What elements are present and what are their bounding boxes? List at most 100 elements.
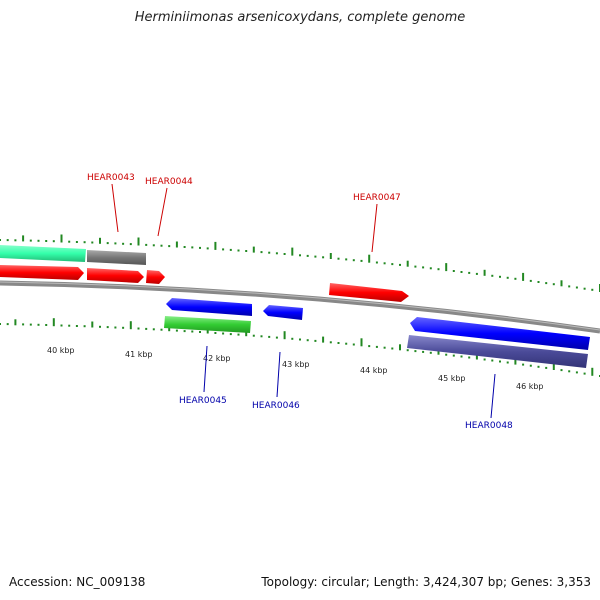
- tick-mark: [406, 260, 409, 267]
- tick-mark: [360, 338, 363, 347]
- tick-mark: [314, 255, 317, 258]
- gene-hear0043[interactable]: [87, 268, 144, 283]
- outer-tick-ring: [0, 234, 600, 292]
- gene-purple[interactable]: [407, 335, 588, 368]
- tick-mark: [291, 337, 294, 340]
- tick-mark: [52, 318, 55, 327]
- gene-label-hear0048[interactable]: HEAR0048: [465, 421, 513, 431]
- tick-mark: [237, 333, 240, 336]
- tick-mark: [306, 339, 309, 342]
- tick-mark: [506, 276, 509, 279]
- tick-mark: [445, 353, 448, 356]
- tick-mark: [391, 263, 394, 266]
- tick-mark: [522, 363, 525, 366]
- tick-mark: [268, 251, 271, 254]
- tick-mark: [337, 342, 340, 344]
- leader-line: [157, 187, 168, 237]
- tick-mark: [99, 237, 101, 244]
- gene-hear0045[interactable]: [166, 298, 252, 316]
- tick-mark: [414, 350, 417, 353]
- tick-mark: [491, 359, 494, 362]
- tick-mark: [429, 351, 432, 354]
- tick-mark: [160, 328, 163, 331]
- tick-mark: [375, 345, 378, 348]
- gene-label-hear0044[interactable]: HEAR0044: [145, 177, 193, 187]
- tick-mark: [552, 283, 555, 286]
- tick-mark: [429, 267, 432, 270]
- tick-mark: [91, 321, 94, 328]
- tick-mark: [437, 268, 440, 271]
- tick-mark: [199, 331, 201, 333]
- gene-hear0044[interactable]: [146, 270, 165, 284]
- tick-mark: [68, 324, 71, 327]
- gene-hear0045-green[interactable]: [164, 316, 251, 333]
- tick-mark: [299, 338, 301, 341]
- tick-mark: [583, 372, 586, 375]
- tick-mark: [83, 325, 86, 328]
- tick-mark: [360, 259, 363, 262]
- tick-mark: [283, 253, 286, 255]
- tick-mark: [514, 356, 517, 365]
- tick-mark: [37, 239, 40, 242]
- gene-hear0042[interactable]: [0, 265, 84, 280]
- tick-mark: [560, 369, 563, 372]
- tick-mark: [414, 265, 417, 268]
- tick-mark: [460, 271, 463, 273]
- tick-mark: [275, 336, 278, 339]
- tick-label: 40 kbp: [47, 346, 75, 355]
- gene-hear0046[interactable]: [263, 305, 303, 320]
- gene-label-hear0047[interactable]: HEAR0047: [353, 193, 401, 203]
- tick-mark: [37, 323, 40, 326]
- tick-mark: [137, 237, 140, 246]
- tick-mark: [222, 332, 225, 335]
- tick-mark: [68, 240, 71, 243]
- tick-mark: [568, 370, 571, 373]
- tick-mark: [229, 333, 232, 336]
- tick-mark: [399, 263, 401, 266]
- tick-mark: [229, 248, 232, 251]
- tick-mark: [145, 327, 148, 330]
- tick-mark: [29, 239, 32, 242]
- tick-mark: [52, 240, 55, 243]
- tick-mark: [468, 271, 471, 274]
- tick-mark: [337, 257, 340, 260]
- tick-mark: [591, 288, 594, 291]
- tick-mark: [83, 241, 86, 244]
- page-title: Herminiimonas arsenicoxydans, complete g…: [134, 10, 466, 25]
- tick-mark: [99, 325, 101, 328]
- tick-mark: [252, 246, 255, 253]
- tick-mark: [322, 336, 325, 343]
- tick-mark: [14, 319, 17, 326]
- gene-label-hear0045[interactable]: HEAR0045: [179, 396, 227, 406]
- gene-hear0048[interactable]: [410, 317, 590, 350]
- leader-line: [490, 373, 496, 419]
- tick-mark: [122, 242, 125, 245]
- genome-summary-text: Topology: circular; Length: 3,424,307 bp…: [261, 575, 591, 589]
- tick-mark: [529, 279, 532, 282]
- tick-mark: [260, 251, 263, 254]
- tick-label: 44 kbp: [360, 366, 388, 375]
- tick-mark: [591, 367, 594, 376]
- tick-mark: [152, 328, 155, 331]
- tick-mark: [75, 241, 78, 243]
- gene-grey[interactable]: [87, 250, 146, 265]
- tick-mark: [383, 346, 386, 349]
- gene-label-hear0043[interactable]: HEAR0043: [87, 173, 135, 183]
- tick-label: 42 kbp: [203, 354, 231, 363]
- tick-mark: [252, 334, 255, 337]
- tick-mark: [445, 263, 448, 272]
- tick-mark: [552, 364, 555, 370]
- genome-backbone: [0, 280, 600, 334]
- tick-mark: [60, 324, 63, 327]
- tick-mark: [537, 365, 540, 368]
- leader-line: [203, 345, 208, 393]
- tick-mark: [452, 270, 455, 272]
- gene-hear0047[interactable]: [329, 283, 409, 302]
- tick-mark: [422, 350, 425, 353]
- tick-mark: [352, 259, 355, 262]
- tick-mark: [545, 282, 548, 285]
- gene-teal[interactable]: [0, 245, 86, 262]
- tick-mark: [160, 244, 163, 247]
- gene-label-hear0046[interactable]: HEAR0046: [252, 401, 300, 411]
- tick-mark: [391, 347, 394, 350]
